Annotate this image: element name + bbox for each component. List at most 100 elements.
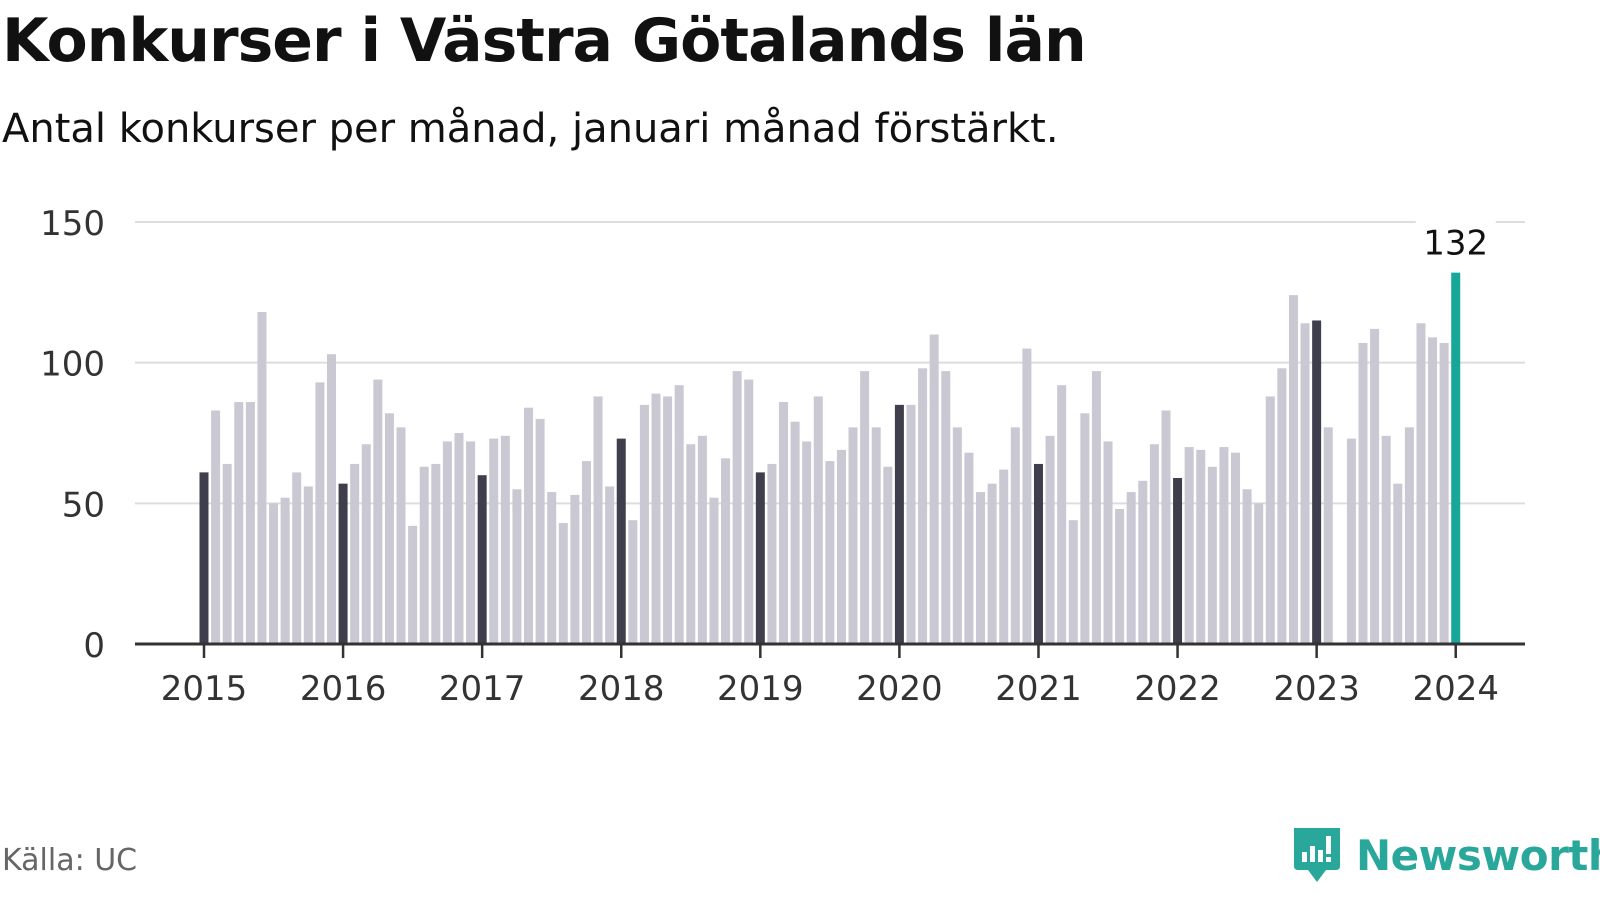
bars (199, 272, 1461, 644)
bar (941, 371, 951, 644)
chart-subtitle: Antal konkurser per månad, januari månad… (2, 106, 1059, 152)
bar (616, 438, 626, 644)
bar (338, 483, 348, 644)
bar (326, 354, 336, 644)
newsworthy-logo-icon (1294, 828, 1340, 882)
bar (999, 469, 1009, 644)
bar (860, 371, 870, 644)
x-tick-label: 2015 (161, 669, 248, 709)
chart-title: Konkurser i Västra Götalands län (2, 6, 1087, 76)
bar (1173, 478, 1183, 644)
bar (292, 472, 302, 644)
bar (1323, 427, 1333, 644)
bar (813, 396, 823, 644)
bar (1265, 396, 1275, 644)
latest-bar (1451, 272, 1461, 644)
bar (269, 503, 279, 644)
bar (234, 402, 244, 644)
bar (547, 492, 557, 644)
bar (825, 461, 835, 644)
source-note: Källa: UC (2, 843, 138, 878)
bar (1300, 323, 1310, 644)
bar (1103, 441, 1113, 644)
bar (408, 525, 418, 644)
bar (1115, 508, 1125, 644)
bar (1254, 503, 1264, 644)
bar (500, 435, 510, 644)
x-tick-label: 2024 (1412, 669, 1499, 709)
brand-logo[interactable]: Newsworthy (1292, 826, 1600, 884)
bar (303, 486, 313, 644)
bar (674, 385, 684, 644)
bar (1404, 427, 1414, 644)
bar (1057, 385, 1067, 644)
bar (1091, 371, 1101, 644)
bar (1219, 447, 1229, 644)
bar (350, 463, 360, 644)
bar (454, 433, 464, 644)
y-tick-label: 0 (83, 626, 105, 666)
bar (605, 486, 615, 644)
x-tick-label: 2022 (1134, 669, 1221, 709)
x-tick-label: 2016 (300, 669, 387, 709)
bar (524, 407, 534, 644)
bar (222, 463, 232, 644)
bar (1161, 410, 1171, 644)
bar (1033, 463, 1043, 644)
bar (1242, 489, 1252, 644)
bar (419, 466, 429, 644)
bar (280, 497, 290, 644)
y-tick-label: 100 (40, 345, 105, 385)
bar (570, 494, 580, 644)
bar (894, 404, 904, 644)
x-tick-label: 2023 (1273, 669, 1360, 709)
bar (1346, 438, 1356, 644)
bar (802, 441, 812, 644)
bar (257, 312, 267, 644)
bar (883, 466, 893, 644)
x-tick-label: 2018 (578, 669, 665, 709)
bar (987, 483, 997, 644)
bar (779, 402, 788, 644)
bar (1045, 435, 1055, 644)
bar (848, 427, 858, 644)
bar (396, 427, 406, 644)
data-label-background (1415, 220, 1496, 263)
bar (1196, 449, 1206, 644)
x-tick-label: 2017 (439, 669, 526, 709)
bar (581, 461, 591, 644)
bar (906, 404, 916, 644)
bar (1010, 427, 1020, 644)
bar (1207, 466, 1217, 644)
bar (732, 371, 742, 644)
bar (1126, 492, 1136, 644)
bar (593, 396, 603, 644)
bar (790, 421, 800, 644)
bar (384, 413, 394, 644)
bar (1184, 447, 1194, 644)
bar-chart: 0 50 100 150 2015 2016 2017 2018 2019 2020 2021 202… (40, 204, 1525, 709)
bar (373, 379, 383, 644)
bar (721, 458, 731, 644)
bar (199, 472, 209, 644)
bar (211, 410, 221, 644)
bar (767, 463, 777, 644)
bar (952, 427, 962, 644)
bar (1022, 348, 1032, 644)
bar (535, 418, 545, 644)
bar (964, 452, 974, 644)
bar (431, 463, 441, 644)
y-tick-label: 50 (62, 485, 105, 525)
bar (1138, 480, 1148, 644)
labels: 0 50 100 150 2015 2016 2017 2018 2019 2020 2021 202… (40, 204, 1499, 709)
x-tick-label: 2020 (856, 669, 943, 709)
y-tick-label: 150 (40, 204, 105, 244)
bar (489, 438, 499, 644)
bar (1231, 452, 1241, 644)
bar (686, 444, 696, 644)
bar (918, 368, 928, 644)
bar (1370, 328, 1380, 644)
bar (1277, 368, 1287, 644)
bar (871, 427, 881, 644)
bar (697, 435, 707, 644)
